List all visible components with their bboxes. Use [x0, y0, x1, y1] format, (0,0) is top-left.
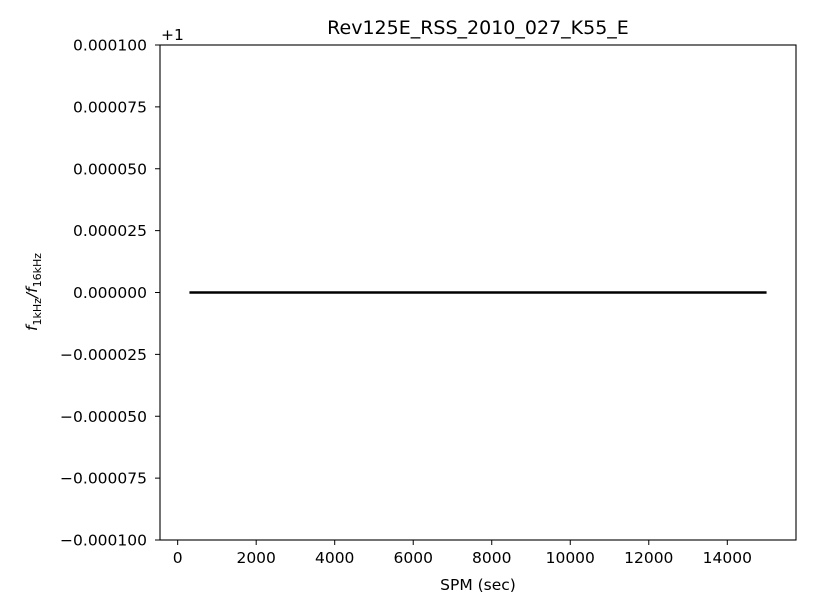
y-axis: −0.000100 −0.000075 −0.000050 −0.000025 0.00…: [60, 37, 160, 550]
x-tick-label: 8000: [472, 549, 511, 567]
y-tick-label: −0.000050: [60, 408, 147, 426]
chart-title: Rev125E_RSS_2010_027_K55_E: [327, 17, 629, 39]
y-tick-label: 0.000075: [73, 98, 147, 116]
x-axis: 0 2000 4000 6000 8000 10000 12000 14000: [173, 540, 752, 567]
y-tick-label: −0.000025: [60, 346, 147, 364]
y-tick-label: −0.000075: [60, 470, 147, 488]
x-tick-label: 14000: [703, 549, 752, 567]
x-tick-label: 4000: [315, 549, 354, 567]
x-tick-label: 2000: [236, 549, 275, 567]
y-axis-label: f1kHz/f16kHz: [23, 253, 44, 331]
y-tick-label: −0.000100: [60, 532, 147, 550]
x-tick-label: 12000: [624, 549, 673, 567]
y-tick-label: 0.000050: [73, 160, 147, 178]
y-tick-label: 0.000000: [73, 284, 147, 302]
y-tick-label: 0.000100: [73, 37, 147, 55]
y-axis-label-sub-16khz: 16kHz: [31, 253, 44, 288]
y-axis-label-f: f: [23, 323, 41, 331]
y-axis-label-sub-1khz: 1kHz: [31, 298, 44, 326]
x-tick-label: 6000: [393, 549, 432, 567]
y-tick-label: 0.000025: [73, 222, 147, 240]
x-axis-label: SPM (sec): [440, 576, 516, 594]
y-offset-label: +1: [161, 26, 184, 44]
y-axis-label-slash-f: /f: [23, 285, 41, 300]
x-tick-label: 0: [173, 549, 183, 567]
x-tick-label: 10000: [546, 549, 595, 567]
